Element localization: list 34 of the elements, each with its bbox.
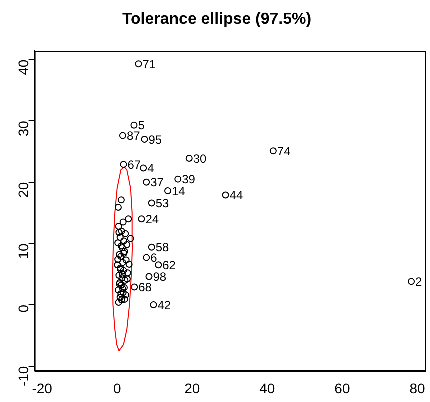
x-tick-label: 0 xyxy=(113,380,122,396)
annotation: 58 xyxy=(156,240,170,255)
annotation: 2 xyxy=(415,275,422,290)
annotation: 95 xyxy=(148,132,162,147)
annotation: 6 xyxy=(150,251,158,266)
annotation: 67 xyxy=(128,158,142,172)
x-tick-label: 20 xyxy=(184,380,200,396)
annotation: 53 xyxy=(156,196,170,211)
y-tick-label: 20 xyxy=(16,182,32,198)
annotation: 14 xyxy=(172,184,186,198)
annotation: 71 xyxy=(142,57,156,72)
y-tick-label: -10 xyxy=(16,366,32,387)
annotation: 4 xyxy=(148,162,155,176)
x-tick-label: 40 xyxy=(260,380,276,396)
x-tick-label: 60 xyxy=(334,380,350,396)
annotation: 24 xyxy=(146,212,160,226)
y-tick-label: 10 xyxy=(16,243,32,260)
annotation: 62 xyxy=(162,258,176,272)
annotation: 37 xyxy=(150,176,164,190)
y-tick-label: 30 xyxy=(16,120,32,137)
x-tick-label: 80 xyxy=(410,380,426,396)
annotation: 98 xyxy=(153,270,167,284)
annotation: 5 xyxy=(138,118,146,133)
x-tick-label: -20 xyxy=(32,380,53,396)
annotation: 30 xyxy=(193,152,208,166)
annotation: 42 xyxy=(158,298,172,312)
annotation: 68 xyxy=(138,280,152,295)
annotation: 39 xyxy=(182,172,196,187)
y-tick-label: 0 xyxy=(16,304,32,313)
annotation: 44 xyxy=(230,188,244,203)
annotation: 87 xyxy=(126,129,141,144)
annotation: 74 xyxy=(277,144,292,158)
y-tick-label: 40 xyxy=(16,60,32,76)
chart-title: Tolerance ellipse (97.5%) xyxy=(122,11,312,28)
